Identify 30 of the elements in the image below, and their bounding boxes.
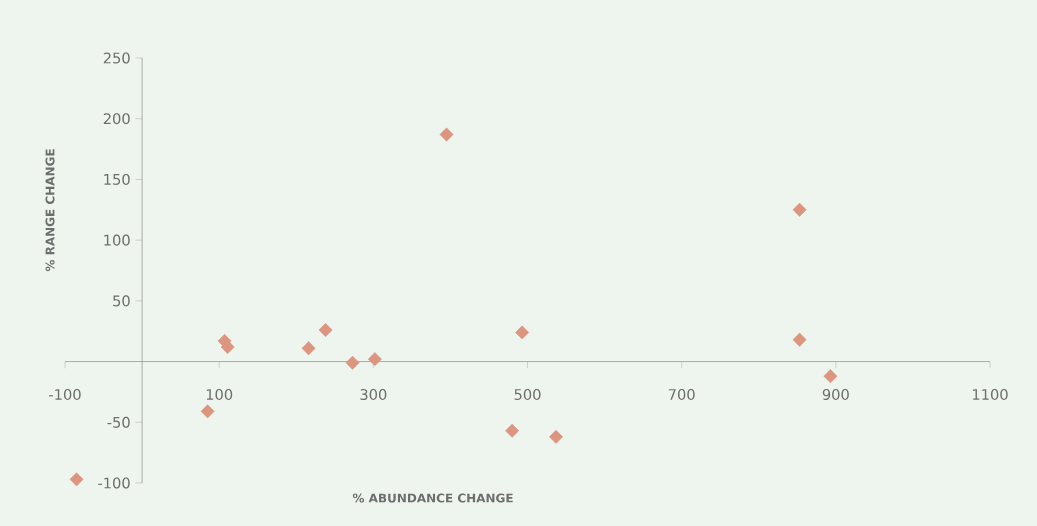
y-tick-label: 100 — [104, 234, 130, 246]
x-tick-label: 900 — [822, 388, 849, 401]
x-tick-label: 500 — [514, 388, 541, 401]
point — [823, 369, 838, 384]
point — [792, 332, 807, 347]
point — [220, 340, 235, 354]
point — [515, 325, 530, 340]
y-tick-label: -100 — [98, 477, 130, 489]
point — [69, 472, 84, 487]
y-tick-label: 150 — [104, 173, 130, 185]
x-tick-label: 1100 — [972, 388, 1008, 401]
x-tick-label: -100 — [49, 388, 81, 401]
point — [792, 202, 807, 217]
point — [200, 404, 215, 419]
y-tick-label: -50 — [107, 416, 130, 428]
point — [367, 352, 382, 367]
y-tick-label: 50 — [113, 295, 130, 307]
x-tick-label: 300 — [360, 388, 387, 401]
point — [345, 355, 360, 370]
point — [301, 341, 316, 356]
point — [549, 429, 563, 444]
point — [439, 127, 454, 142]
y-tick-label: 200 — [103, 113, 130, 125]
point — [505, 423, 520, 438]
x-tick-label: 100 — [206, 388, 233, 401]
point — [318, 323, 333, 337]
y-tick-label: 250 — [103, 52, 130, 64]
x-tick-label: 700 — [668, 388, 695, 401]
y-axis-title: % RANGE CHANGE — [45, 149, 55, 272]
x-axis-title: % ABUNDANCE CHANGE — [352, 493, 513, 503]
